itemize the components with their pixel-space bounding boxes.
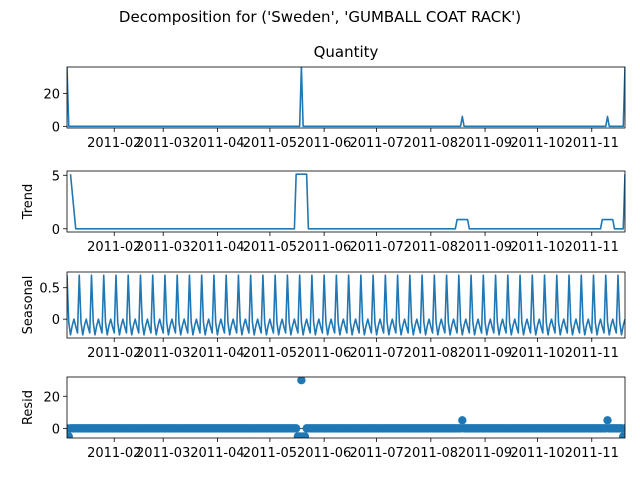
x-tick-label: 2011-04 xyxy=(190,136,244,151)
resid-point xyxy=(292,424,300,432)
series xyxy=(63,376,629,441)
y-tick-label: 20 xyxy=(43,87,60,102)
x-tick-label: 2011-08 xyxy=(404,346,458,361)
x-tick-label: 2011-11 xyxy=(565,346,619,361)
series xyxy=(67,275,625,335)
x-tick-label: 2011-09 xyxy=(458,346,512,361)
x-tick-label: 2011-02 xyxy=(87,136,141,151)
y-tick-label: 0 xyxy=(52,313,60,328)
x-tick-label: 2011-07 xyxy=(349,446,403,461)
x-tick-label: 2011-03 xyxy=(136,136,190,151)
x-tick-label: 2011-03 xyxy=(136,446,190,461)
series-line xyxy=(71,174,626,229)
x-tick-label: 2011-08 xyxy=(404,240,458,255)
x-tick-label: 2011-05 xyxy=(243,446,297,461)
x-tick-label: 2011-03 xyxy=(136,240,190,255)
x-tick-label: 2011-06 xyxy=(297,346,351,361)
y-tick-label: 5 xyxy=(52,169,60,184)
y-tick-label: 20 xyxy=(43,390,60,405)
x-tick-label: 2011-10 xyxy=(510,136,564,151)
x-tick-label: 2011-07 xyxy=(349,346,403,361)
figure-suptitle: Decomposition for ('Sweden', 'GUMBALL CO… xyxy=(119,8,521,26)
seasonal-line xyxy=(67,275,625,335)
series-line xyxy=(67,67,625,126)
resid-point xyxy=(458,416,466,424)
x-tick-label: 2011-03 xyxy=(136,346,190,361)
x-tick-label: 2011-07 xyxy=(349,136,403,151)
y-tick-label: 0.5 xyxy=(39,282,60,297)
resid-point xyxy=(619,432,627,440)
x-tick-label: 2011-02 xyxy=(87,446,141,461)
y-axis-label: Seasonal xyxy=(21,276,36,335)
panel-title: Quantity xyxy=(314,43,379,61)
x-tick-label: 2011-08 xyxy=(404,136,458,151)
x-tick-label: 2011-06 xyxy=(297,240,351,255)
x-tick-label: 2011-10 xyxy=(510,446,564,461)
x-tick-label: 2011-09 xyxy=(458,136,512,151)
y-axis-label: Resid xyxy=(21,390,36,425)
y-axis-label: Trend xyxy=(21,184,36,221)
x-tick-label: 2011-11 xyxy=(565,240,619,255)
x-tick-label: 2011-10 xyxy=(510,240,564,255)
x-tick-label: 2011-04 xyxy=(190,446,244,461)
x-tick-label: 2011-05 xyxy=(243,136,297,151)
y-tick-label: 0 xyxy=(52,223,60,238)
resid-point xyxy=(65,432,73,440)
x-tick-label: 2011-07 xyxy=(349,240,403,255)
x-tick-label: 2011-10 xyxy=(510,346,564,361)
x-tick-label: 2011-02 xyxy=(87,346,141,361)
x-tick-label: 2011-06 xyxy=(297,136,351,151)
y-tick-label: 0 xyxy=(52,422,60,437)
x-tick-label: 2011-09 xyxy=(458,446,512,461)
x-tick-label: 2011-04 xyxy=(190,346,244,361)
x-tick-label: 2011-08 xyxy=(404,446,458,461)
x-tick-label: 2011-11 xyxy=(565,136,619,151)
x-tick-label: 2011-09 xyxy=(458,240,512,255)
x-tick-label: 2011-06 xyxy=(297,446,351,461)
resid-point xyxy=(301,432,309,440)
x-tick-label: 2011-04 xyxy=(190,240,244,255)
resid-point xyxy=(603,416,611,424)
x-tick-label: 2011-11 xyxy=(565,446,619,461)
series xyxy=(67,67,625,126)
series xyxy=(71,174,626,229)
y-tick-label: 0 xyxy=(52,120,60,135)
axes-frame xyxy=(67,67,625,128)
axes-frame xyxy=(67,171,625,232)
x-tick-label: 2011-05 xyxy=(243,240,297,255)
x-tick-label: 2011-02 xyxy=(87,240,141,255)
x-tick-label: 2011-05 xyxy=(243,346,297,361)
